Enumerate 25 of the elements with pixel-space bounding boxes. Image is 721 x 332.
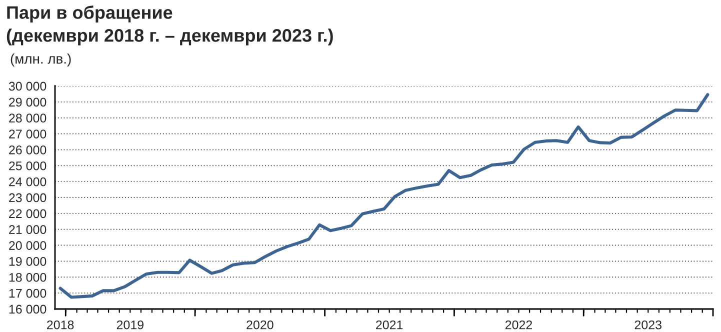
x-tick-label: 2023 xyxy=(634,320,662,330)
x-tick-label: 2018 xyxy=(47,320,74,330)
x-tick-label: 2019 xyxy=(116,320,144,330)
y-tick-label: 29 000 xyxy=(9,98,46,107)
x-tick-label: 2022 xyxy=(505,320,532,330)
y-tick-label: 27 000 xyxy=(9,130,46,138)
y-tick-label: 25 000 xyxy=(9,161,46,170)
line-series xyxy=(58,93,710,299)
y-tick-label: 30 000 xyxy=(8,82,46,91)
chart-title: Пари в обращение xyxy=(7,6,172,22)
y-tick-label: 24 000 xyxy=(9,177,46,186)
y-tick-label: 23 000 xyxy=(9,193,46,202)
x-tick-label: 2020 xyxy=(246,320,274,330)
y-tick-label: 20 000 xyxy=(9,241,46,250)
y-tick-label: 26 000 xyxy=(9,146,46,154)
y-tick-label: 19 000 xyxy=(9,257,46,266)
x-tick-label: 2021 xyxy=(376,320,403,330)
y-tick-label: 18 000 xyxy=(9,272,46,282)
chart-subtitle: (декември 2018 г. – декември 2023 г.) xyxy=(6,28,333,46)
y-tick-label: 21 000 xyxy=(9,225,46,234)
y-tick-label: 28 000 xyxy=(9,114,46,123)
y-tick-label: 22 000 xyxy=(9,209,46,218)
y-axis-title: (млн. лв.) xyxy=(10,54,71,66)
y-tick-label: 17 000 xyxy=(9,288,46,298)
y-tick-label: 16 000 xyxy=(9,304,46,314)
